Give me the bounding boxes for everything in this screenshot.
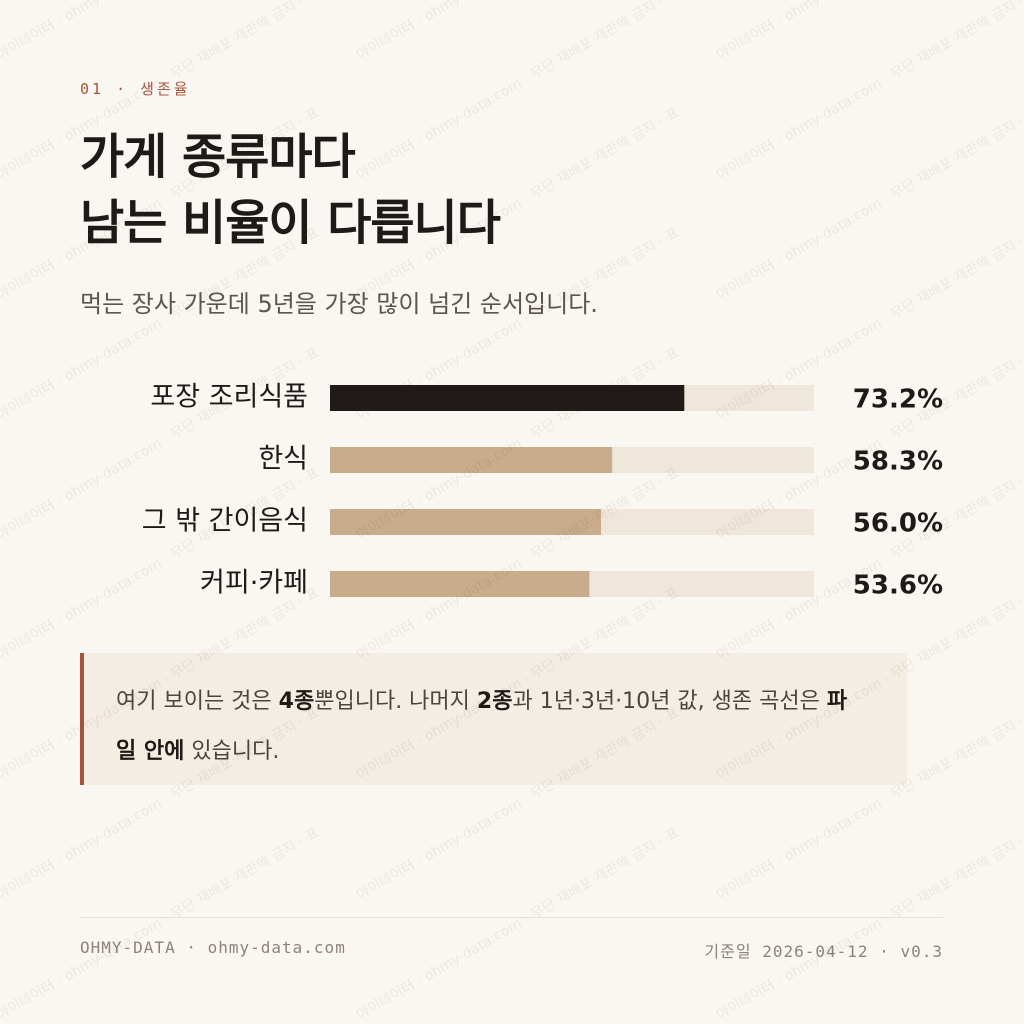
category-label: 한식 (258, 444, 308, 475)
bar (330, 509, 602, 535)
category-label: 커피·카페 (200, 568, 308, 599)
watermark: 아이데이터 · ohmy-data.com · 무단 재배포·재판매 금지 · … (354, 825, 682, 1024)
note: 여기 보이는 것은 4종뿐입니다. 나머지 2종과 1년·3년·10년 값, 생… (80, 653, 907, 785)
watermark: 아이데이터 · ohmy-data.com · 무단 재배포·재판매 금지 · … (714, 0, 1024, 63)
note-text: 있습니다. (184, 739, 280, 764)
watermark: 아이데이터 · ohmy-data.com · 무단 재배포·재판매 금지 · … (714, 0, 1024, 183)
watermark: 아이데이터 · ohmy-data.com · 무단 재배포·재판매 금지 · … (714, 105, 1024, 304)
footer-date: 2026-04-12 · v0.3 (762, 942, 943, 961)
title-line: 가게 종류마다 (80, 129, 356, 185)
value-label: 73.2% (853, 385, 943, 415)
note-text: 과 1년·3년·10년 값, 생존 곡선은 (512, 689, 827, 714)
value-label: 53.6% (853, 571, 943, 601)
watermark: 아이데이터 · ohmy-data.com · 무단 재배포·재판매 금지 · … (0, 825, 322, 1024)
footer-left: OHMY-DATA · ohmy-data.com (80, 938, 346, 957)
subtitle: 먹는 장사 가운데 5년을 가장 많이 넘긴 순서입니다. (80, 290, 598, 318)
category-label: 그 밖 간이음식 (142, 506, 308, 537)
watermark: 아이데이터 · ohmy-data.com · 무단 재배포·재판매 금지 · … (354, 0, 682, 63)
note-text: 4종 (278, 689, 315, 714)
note-text: 파일 안에 (116, 689, 848, 764)
title: 가게 종류마다 남는 비율이 다릅니다 (80, 124, 501, 256)
value-label: 56.0% (853, 509, 943, 539)
footer-label: 기준일 (704, 942, 752, 961)
title-line: 남는 비율이 다릅니다 (80, 195, 501, 251)
watermark: 아이데이터 · ohmy-data.com · 무단 재배포·재판매 금지 · … (0, 0, 322, 63)
divider (80, 917, 943, 918)
note-text: 여기 보이는 것은 (116, 689, 279, 714)
value-label: 58.3% (853, 447, 943, 477)
note-text: 2종 (476, 689, 513, 714)
footer-right: 기준일 2026-04-12 · v0.3 (704, 938, 943, 962)
note-text: 뿐입니다. 나머지 (314, 689, 477, 714)
bar (330, 571, 590, 597)
watermark: 아이데이터 · ohmy-data.com · 무단 재배포·재판매 금지 · … (714, 825, 1024, 1024)
category-label: 포장 조리식품 (150, 382, 308, 413)
bar (330, 447, 613, 473)
bar (330, 385, 685, 411)
chart: 포장 조리식품 73.2% 한식 58.3% 그 밖 간이음식 56.0% 커피·카페 53.… (142, 382, 943, 601)
eyebrow: 01 · 생존율 (80, 80, 191, 98)
